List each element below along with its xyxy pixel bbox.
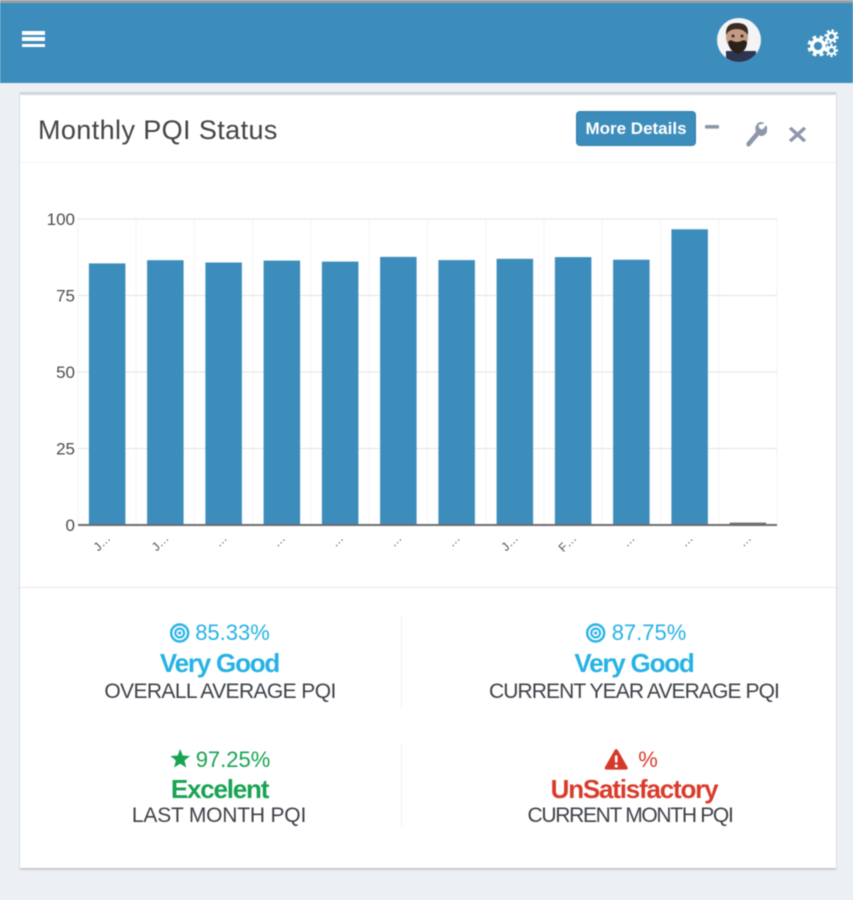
- svg-text:…: …: [444, 531, 462, 549]
- svg-text:25: 25: [56, 440, 75, 459]
- svg-text:…: …: [386, 531, 404, 549]
- svg-text:…: …: [736, 531, 754, 549]
- svg-text:F…: F…: [556, 531, 580, 555]
- svg-text:J…: J…: [149, 531, 172, 554]
- svg-text:…: …: [619, 531, 637, 549]
- svg-text:75: 75: [56, 287, 75, 306]
- svg-text:…: …: [328, 531, 346, 549]
- svg-text:0: 0: [66, 516, 75, 535]
- svg-text:50: 50: [56, 363, 75, 382]
- svg-text:100: 100: [47, 210, 75, 229]
- svg-text:…: …: [211, 531, 229, 549]
- svg-text:…: …: [677, 531, 695, 549]
- svg-text:J…: J…: [91, 531, 114, 554]
- svg-text:J…: J…: [498, 531, 521, 554]
- svg-text:…: …: [270, 531, 288, 549]
